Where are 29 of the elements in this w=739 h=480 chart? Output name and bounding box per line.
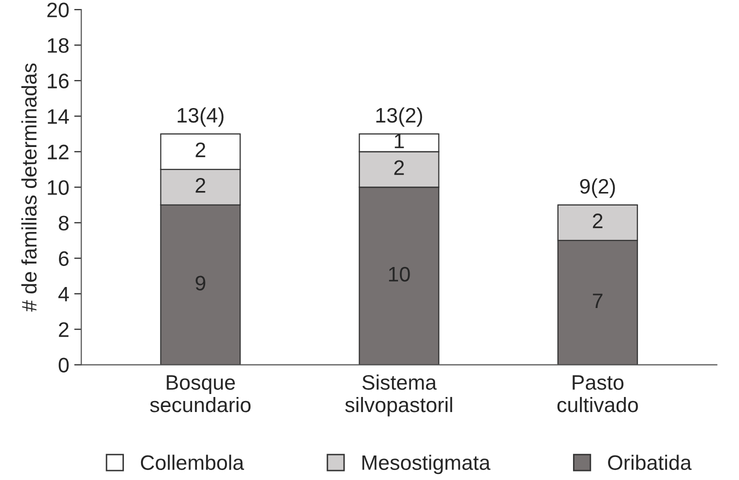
- data-label: 10: [389, 266, 410, 282]
- y-tick-label: 18: [48, 38, 69, 53]
- data-label: 9: [196, 276, 206, 290]
- y-tick-label: 14: [48, 109, 69, 124]
- data-label: 7: [592, 294, 602, 308]
- data-label: 2: [394, 160, 404, 175]
- total-label: 13(2): [376, 107, 422, 127]
- y-tick-label: 0: [58, 358, 69, 373]
- data-label: 2: [592, 214, 602, 228]
- total-label: 9(2): [580, 178, 615, 198]
- data-label: 2: [196, 178, 206, 193]
- data-label: 1: [394, 134, 404, 148]
- y-tick-label: 8: [58, 216, 69, 230]
- y-tick-label: 12: [48, 144, 68, 160]
- y-tick-label: 2: [58, 322, 68, 337]
- x-tick-label: Pasto cultivado: [557, 375, 638, 412]
- y-tick-label: 4: [58, 286, 69, 302]
- y-tick-label: 6: [58, 251, 69, 266]
- y-tick-label: 16: [48, 74, 69, 88]
- y-tick-label: 20: [47, 2, 69, 18]
- data-label: 2: [196, 142, 206, 158]
- total-label: 13(4): [178, 107, 224, 127]
- legend-label: Mesostigmata: [362, 454, 490, 474]
- x-tick-label: Bosque secundario: [150, 375, 251, 412]
- legend-label: Collembola: [140, 454, 244, 470]
- y-axis-title: # de familias determinadas: [21, 63, 37, 312]
- y-tick-label: 10: [48, 180, 69, 195]
- legend-label: Oribatida: [608, 454, 692, 470]
- x-tick-label: Sistema silvopastoril: [345, 374, 452, 416]
